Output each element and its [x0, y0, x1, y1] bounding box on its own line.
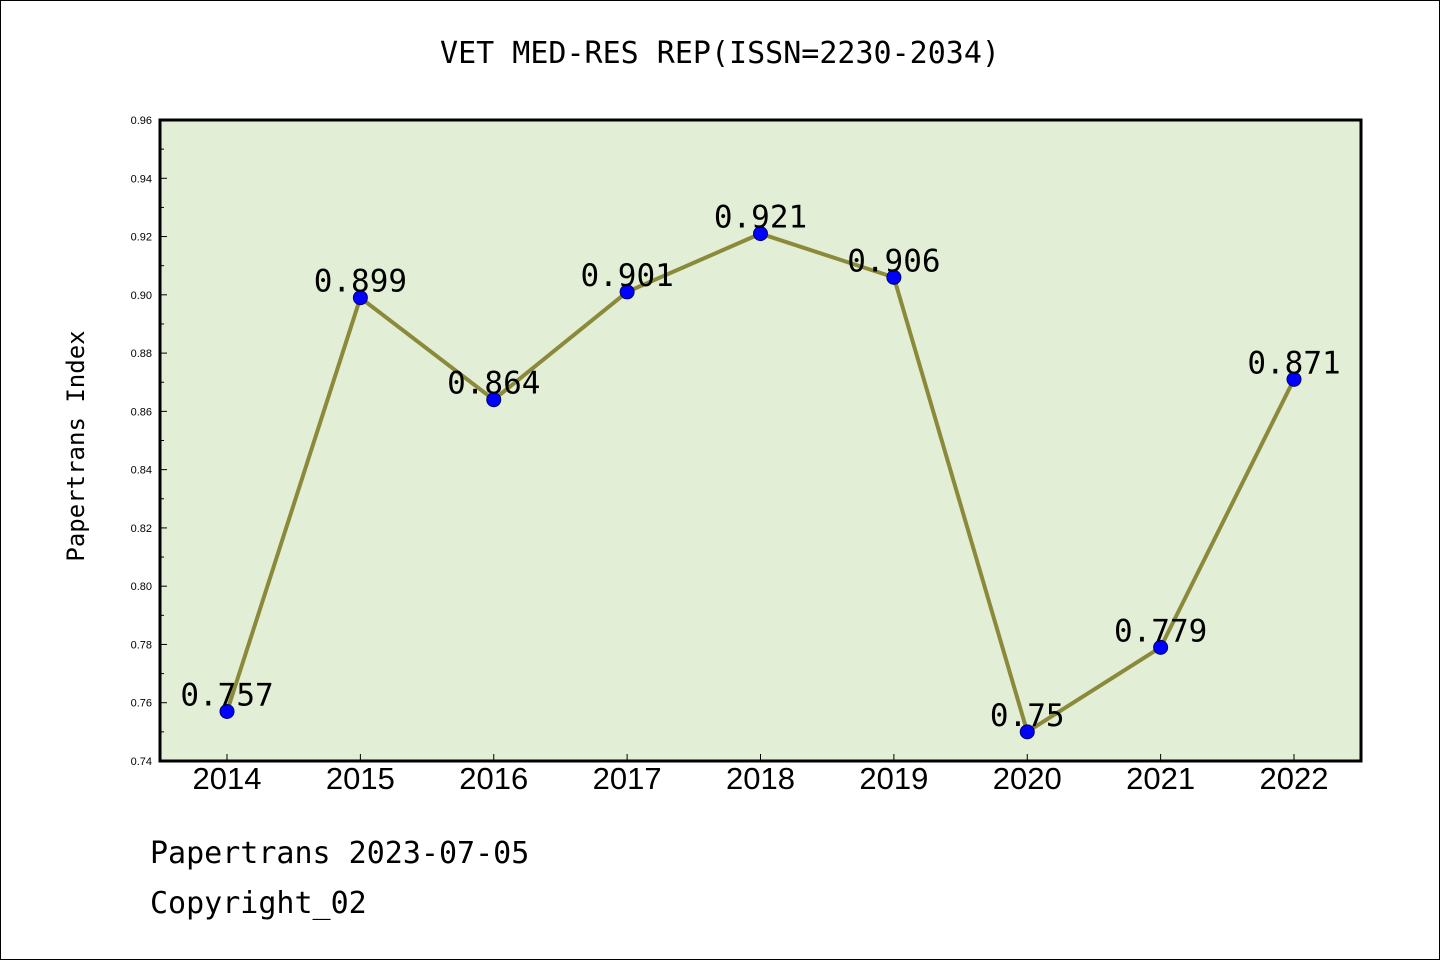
data-label: 0.871: [1247, 345, 1340, 381]
data-point: [1286, 371, 1302, 387]
data-label: 0.899: [314, 264, 407, 300]
x-tick-label: 2020: [993, 761, 1062, 796]
data-point: [352, 290, 368, 306]
y-tick-label: 0.92: [131, 232, 152, 244]
data-point: [619, 284, 635, 300]
y-tick-label: 0.74: [131, 756, 152, 768]
x-tick-label: 2017: [593, 761, 662, 796]
data-label: 0.901: [580, 258, 673, 294]
data-label: 0.757: [180, 677, 273, 713]
data-point: [886, 269, 902, 285]
data-point: [1153, 639, 1169, 655]
y-tick-label: 0.78: [131, 639, 152, 651]
footer-source: Papertrans 2023-07-05: [150, 836, 530, 871]
y-tick-label: 0.88: [131, 348, 152, 360]
data-label: 0.921: [714, 200, 807, 236]
data-point: [219, 703, 235, 719]
y-tick-label: 0.80: [131, 581, 152, 593]
x-tick-label: 2015: [326, 761, 395, 796]
data-label: 0.779: [1114, 613, 1207, 649]
x-tick-label: 2022: [1260, 761, 1329, 796]
x-tick-label: 2014: [193, 761, 262, 796]
y-tick-label: 0.84: [131, 465, 152, 477]
data-label: 0.75: [990, 698, 1065, 734]
y-tick-label: 0.96: [131, 115, 152, 127]
data-point: [753, 226, 768, 242]
x-tick-label: 2019: [859, 761, 928, 796]
y-tick-label: 0.90: [131, 290, 152, 302]
data-point: [1019, 724, 1035, 740]
x-tick-label: 2016: [459, 761, 528, 796]
data-label: 0.864: [447, 366, 540, 402]
data-point: [486, 392, 502, 408]
y-tick-label: 0.86: [131, 406, 152, 418]
y-tick-label: 0.94: [131, 173, 152, 185]
x-tick-label: 2021: [1126, 761, 1195, 796]
data-label: 0.906: [847, 243, 940, 279]
x-tick-label: 2018: [726, 761, 795, 796]
chart-title: VET MED-RES REP(ISSN=2230-2034): [440, 36, 1000, 71]
footer-copyright: Copyright_02: [150, 886, 367, 921]
y-tick-label: 0.76: [131, 698, 152, 710]
y-tick-label: 0.82: [131, 523, 152, 535]
plot-border: [158, 118, 1363, 763]
